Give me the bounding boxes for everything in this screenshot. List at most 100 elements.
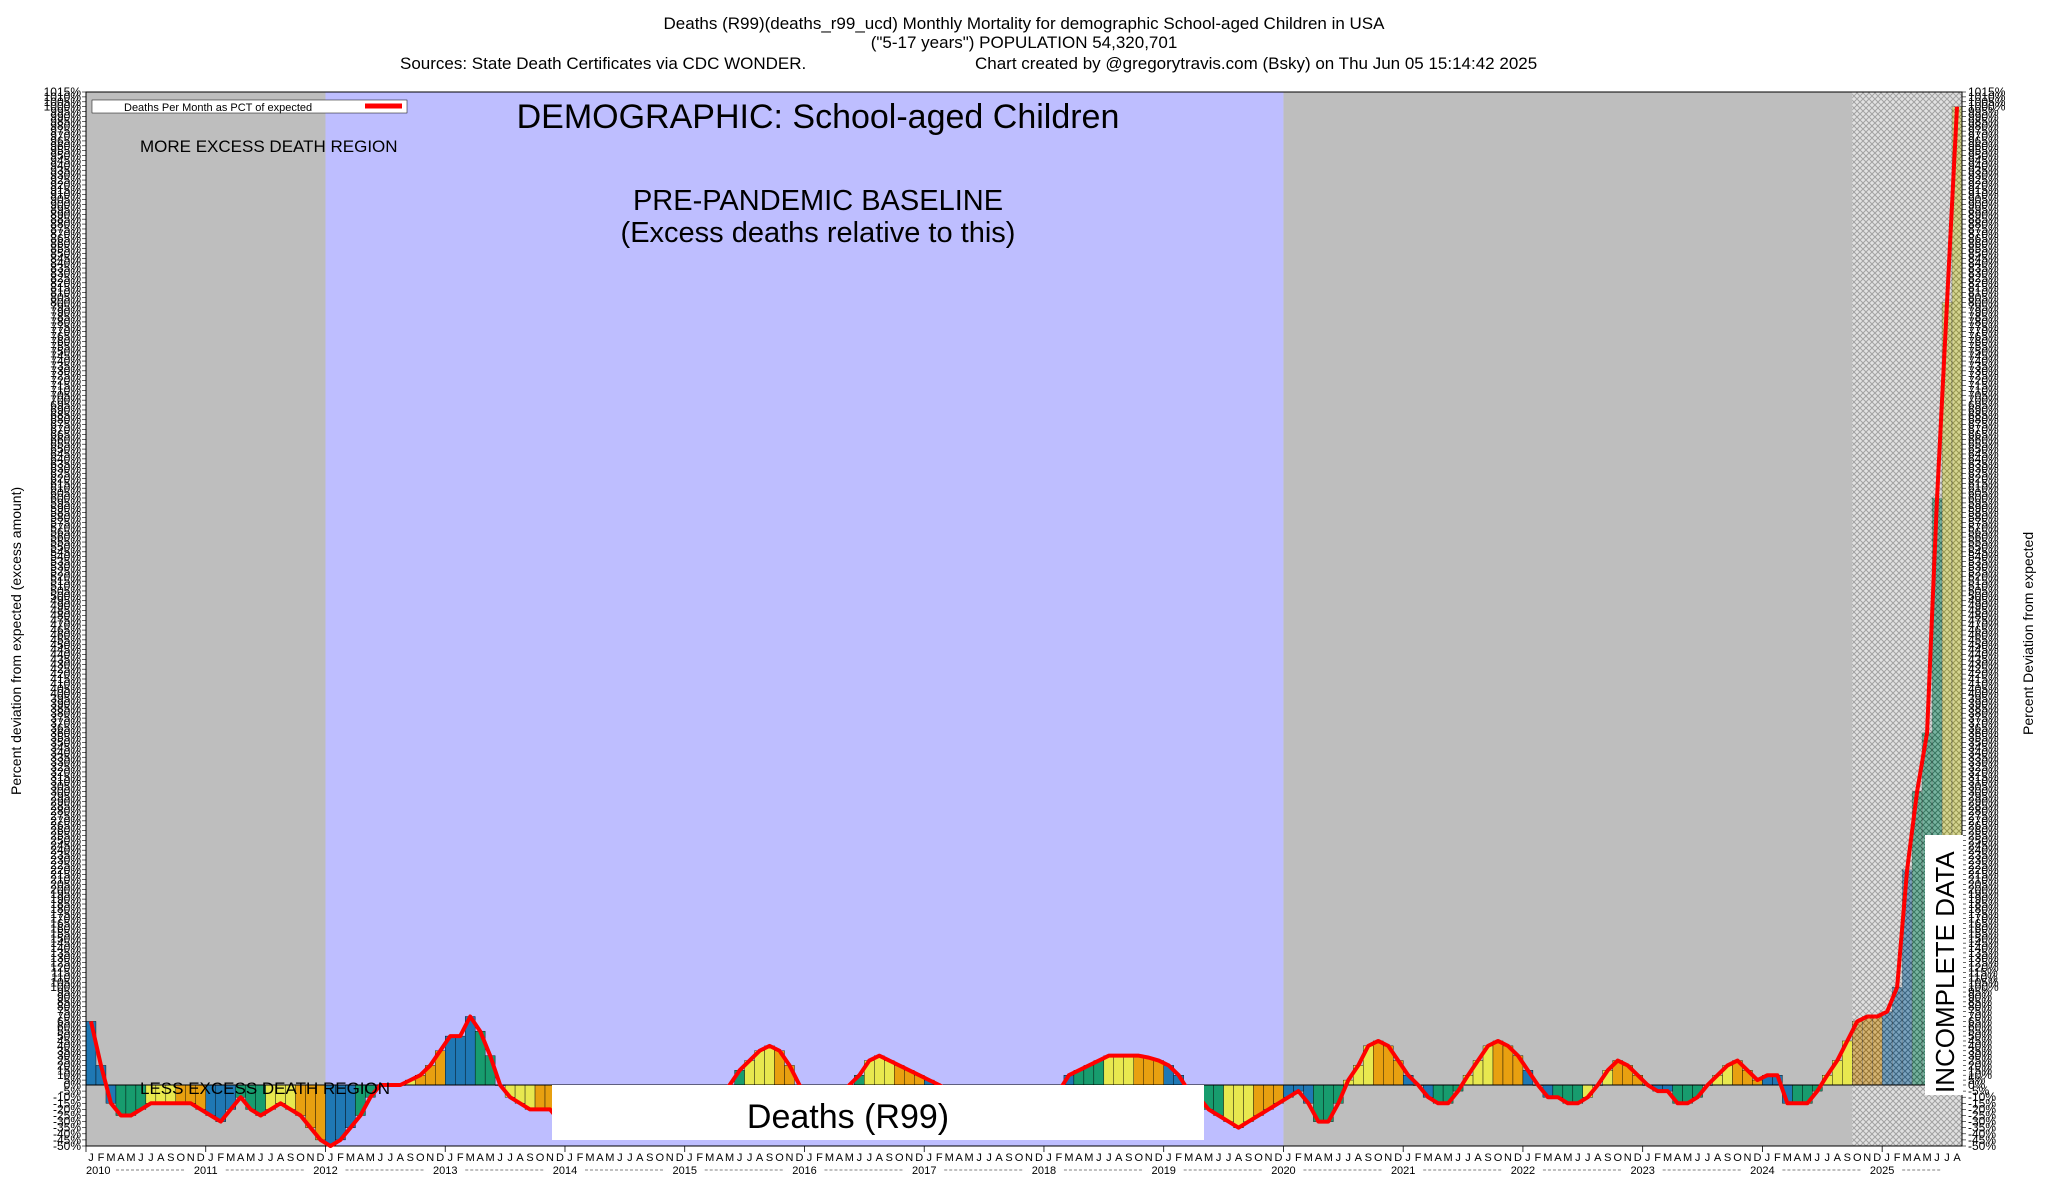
x-year-label: 2015: [672, 1165, 696, 1177]
y-tick-label-right: 545%: [1968, 545, 1999, 559]
y-tick-label-right: 845%: [1968, 251, 1999, 265]
y-tick-label-right: 120%: [1968, 961, 1999, 975]
y-tick-label-left: 570%: [50, 520, 81, 534]
x-month-label: J: [687, 1152, 693, 1164]
y-tick-label-right: 40%: [1968, 1039, 1992, 1053]
y-tick-label-right: 920%: [1968, 178, 1999, 192]
y-tick-label-right: 65%: [1968, 1014, 1992, 1028]
y-tick-label-left: 410%: [50, 677, 81, 691]
bar: [1243, 1084, 1254, 1122]
y-tick-label-right: -5%: [1968, 1084, 1990, 1098]
x-month-label: A: [1195, 1152, 1203, 1164]
x-month-label: J: [1585, 1152, 1591, 1164]
y-tick-label-left: 765%: [50, 330, 81, 344]
y-tick-label-right: 0%: [1968, 1078, 1986, 1092]
y-tick-label-left: 310%: [50, 775, 81, 789]
x-month-label: D: [1514, 1152, 1522, 1164]
y-tick-label-left: 530%: [50, 559, 81, 573]
x-month-label: J: [1645, 1152, 1651, 1164]
x-month-label: J: [447, 1152, 453, 1164]
y-tick-label-right: 425%: [1968, 662, 1999, 676]
y-tick-label-right: 850%: [1968, 246, 1999, 260]
bar: [1373, 1040, 1384, 1086]
y-tick-label-right: 185%: [1968, 897, 1999, 911]
y-tick-label-left: 285%: [50, 799, 81, 813]
y-tick-label-left: 60%: [57, 1019, 81, 1033]
x-month-label: J: [857, 1152, 863, 1164]
y-tick-label-left: 630%: [50, 462, 81, 476]
x-month-label: S: [167, 1152, 174, 1164]
y-tick-label-right: 150%: [1968, 931, 1999, 945]
x-month-label: N: [1384, 1152, 1392, 1164]
region-baseline: [325, 92, 1284, 1146]
bar: [1143, 1057, 1154, 1086]
x-month-label: D: [1394, 1152, 1402, 1164]
y-tick-label-left: 400%: [50, 687, 81, 701]
y-tick-label-left: 225%: [50, 858, 81, 872]
x-month-label: N: [307, 1152, 315, 1164]
x-year-label: 2023: [1630, 1165, 1654, 1177]
y-tick-label-right: 760%: [1968, 334, 1999, 348]
y-tick-label-right: 220%: [1968, 863, 1999, 877]
y-tick-label-right: 865%: [1968, 232, 1999, 246]
y-tick-label-right: 420%: [1968, 667, 1999, 681]
x-month-label: S: [886, 1152, 893, 1164]
y-tick-label-right: 285%: [1968, 799, 1999, 813]
x-month-label: D: [1035, 1152, 1043, 1164]
y-tick-label-left: 65%: [57, 1014, 81, 1028]
y-tick-label-right: 450%: [1968, 638, 1999, 652]
x-month-label: M: [1683, 1152, 1692, 1164]
y-tick-label-left: 190%: [50, 892, 81, 906]
y-tick-label-right: 870%: [1968, 227, 1999, 241]
x-month-label: A: [1434, 1152, 1442, 1164]
y-tick-label-left: 560%: [50, 530, 81, 544]
bar: [534, 1084, 546, 1110]
y-tick-label-right: 695%: [1968, 398, 1999, 412]
y-tick-label-right: 815%: [1968, 281, 1999, 295]
x-month-label: J: [1575, 1152, 1581, 1164]
x-month-label: J: [258, 1152, 264, 1164]
y-tick-label-left: 10%: [57, 1068, 81, 1082]
y-tick-label-right: 305%: [1968, 780, 1999, 794]
x-month-label: A: [516, 1152, 524, 1164]
plot-frame: [85, 91, 1963, 1147]
x-month-label: J: [627, 1152, 633, 1164]
y-tick-label-right: 345%: [1968, 740, 1999, 754]
y-tick-label-left: 925%: [50, 173, 81, 187]
region-pre-baseline: [86, 92, 326, 1146]
y-tick-label-left: 40%: [57, 1039, 81, 1053]
y-tick-label-right: 960%: [1968, 139, 1999, 153]
y-tick-label-left: 1010%: [44, 90, 82, 104]
x-month-label: M: [725, 1152, 734, 1164]
y-tick-label-left: 125%: [50, 956, 81, 970]
y-tick-label-left: 960%: [50, 139, 81, 153]
x-month-label: N: [546, 1152, 554, 1164]
y-tick-label-left: 585%: [50, 506, 81, 520]
y-tick-label-left: 715%: [50, 378, 81, 392]
y-tick-label-right: 840%: [1968, 256, 1999, 270]
y-tick-label-left: 120%: [50, 961, 81, 975]
y-tick-label-right: 710%: [1968, 383, 1999, 397]
x-month-label: M: [965, 1152, 974, 1164]
more-excess-annotation: MORE EXCESS DEATH REGION: [140, 137, 398, 156]
y-tick-label-right: 540%: [1968, 550, 1999, 564]
y-tick-label-left: 335%: [50, 750, 81, 764]
y-tick-label-right: 85%: [1968, 995, 1992, 1009]
x-month-label: J: [986, 1152, 992, 1164]
x-month-label: O: [536, 1152, 545, 1164]
y-tick-label-right: 895%: [1968, 202, 1999, 216]
x-year-label: 2012: [313, 1165, 337, 1177]
x-month-label: O: [416, 1152, 425, 1164]
x-month-label: J: [1216, 1152, 1222, 1164]
y-tick-label-left: 35%: [57, 1044, 81, 1058]
y-tick-label-left: 790%: [50, 305, 81, 319]
x-month-label: A: [756, 1152, 764, 1164]
y-tick-label-right: 625%: [1968, 467, 1999, 481]
y-tick-label-right: 880%: [1968, 217, 1999, 231]
x-month-label: M: [366, 1152, 375, 1164]
x-month-label: F: [337, 1152, 344, 1164]
x-year-label: 2024: [1750, 1165, 1774, 1177]
x-month-label: A: [1075, 1152, 1083, 1164]
y-tick-label-right: 460%: [1968, 628, 1999, 642]
x-month-label: S: [1844, 1152, 1851, 1164]
